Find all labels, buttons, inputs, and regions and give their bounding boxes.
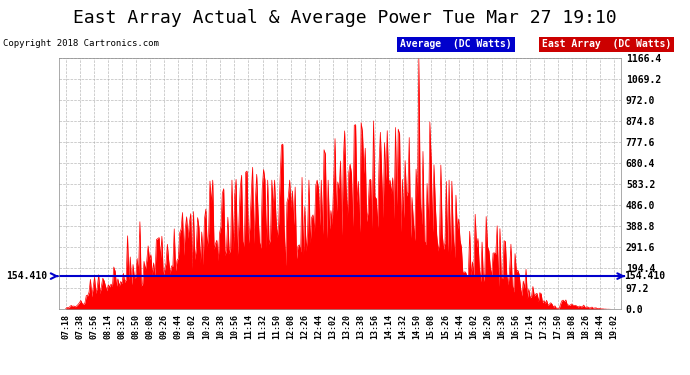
Text: East Array  (DC Watts): East Array (DC Watts) bbox=[542, 39, 671, 50]
Text: 154.410: 154.410 bbox=[624, 271, 665, 281]
Text: East Array Actual & Average Power Tue Mar 27 19:10: East Array Actual & Average Power Tue Ma… bbox=[73, 9, 617, 27]
Text: 154.410: 154.410 bbox=[6, 271, 48, 281]
Text: Copyright 2018 Cartronics.com: Copyright 2018 Cartronics.com bbox=[3, 39, 159, 48]
Text: Average  (DC Watts): Average (DC Watts) bbox=[400, 39, 512, 50]
